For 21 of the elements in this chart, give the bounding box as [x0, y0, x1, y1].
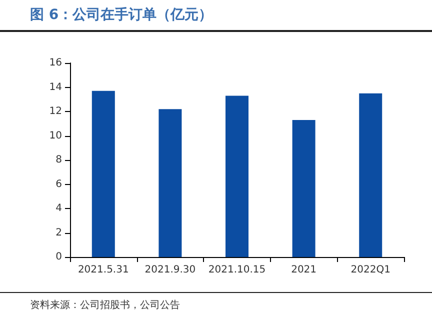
y-tick-label: 4	[56, 203, 62, 214]
bar	[359, 93, 382, 257]
bar	[158, 109, 182, 257]
x-tick-label: 2021.9.30	[144, 264, 196, 276]
x-tick-label: 2021.5.31	[78, 264, 129, 276]
bar	[226, 96, 248, 257]
x-tick-label: 2021	[291, 264, 317, 276]
bar	[292, 120, 316, 257]
y-tick-label: 14	[49, 82, 62, 93]
bar	[92, 90, 115, 257]
y-tick-label: 0	[56, 252, 62, 262]
x-tick-label: 2022Q1	[350, 264, 390, 276]
y-tick-label: 12	[49, 106, 62, 117]
y-tick-label: 16	[49, 58, 62, 68]
x-tick-label: 2021.10.15	[208, 264, 266, 276]
chart-title: 图 6：公司在手订单（亿元）	[30, 6, 214, 24]
y-tick-label: 10	[49, 130, 62, 142]
y-tick-label: 8	[56, 154, 62, 166]
y-tick-label: 2	[56, 227, 62, 238]
y-tick-label: 6	[56, 178, 62, 190]
text: 资料来源：公司招股书，公司公告	[30, 298, 180, 312]
